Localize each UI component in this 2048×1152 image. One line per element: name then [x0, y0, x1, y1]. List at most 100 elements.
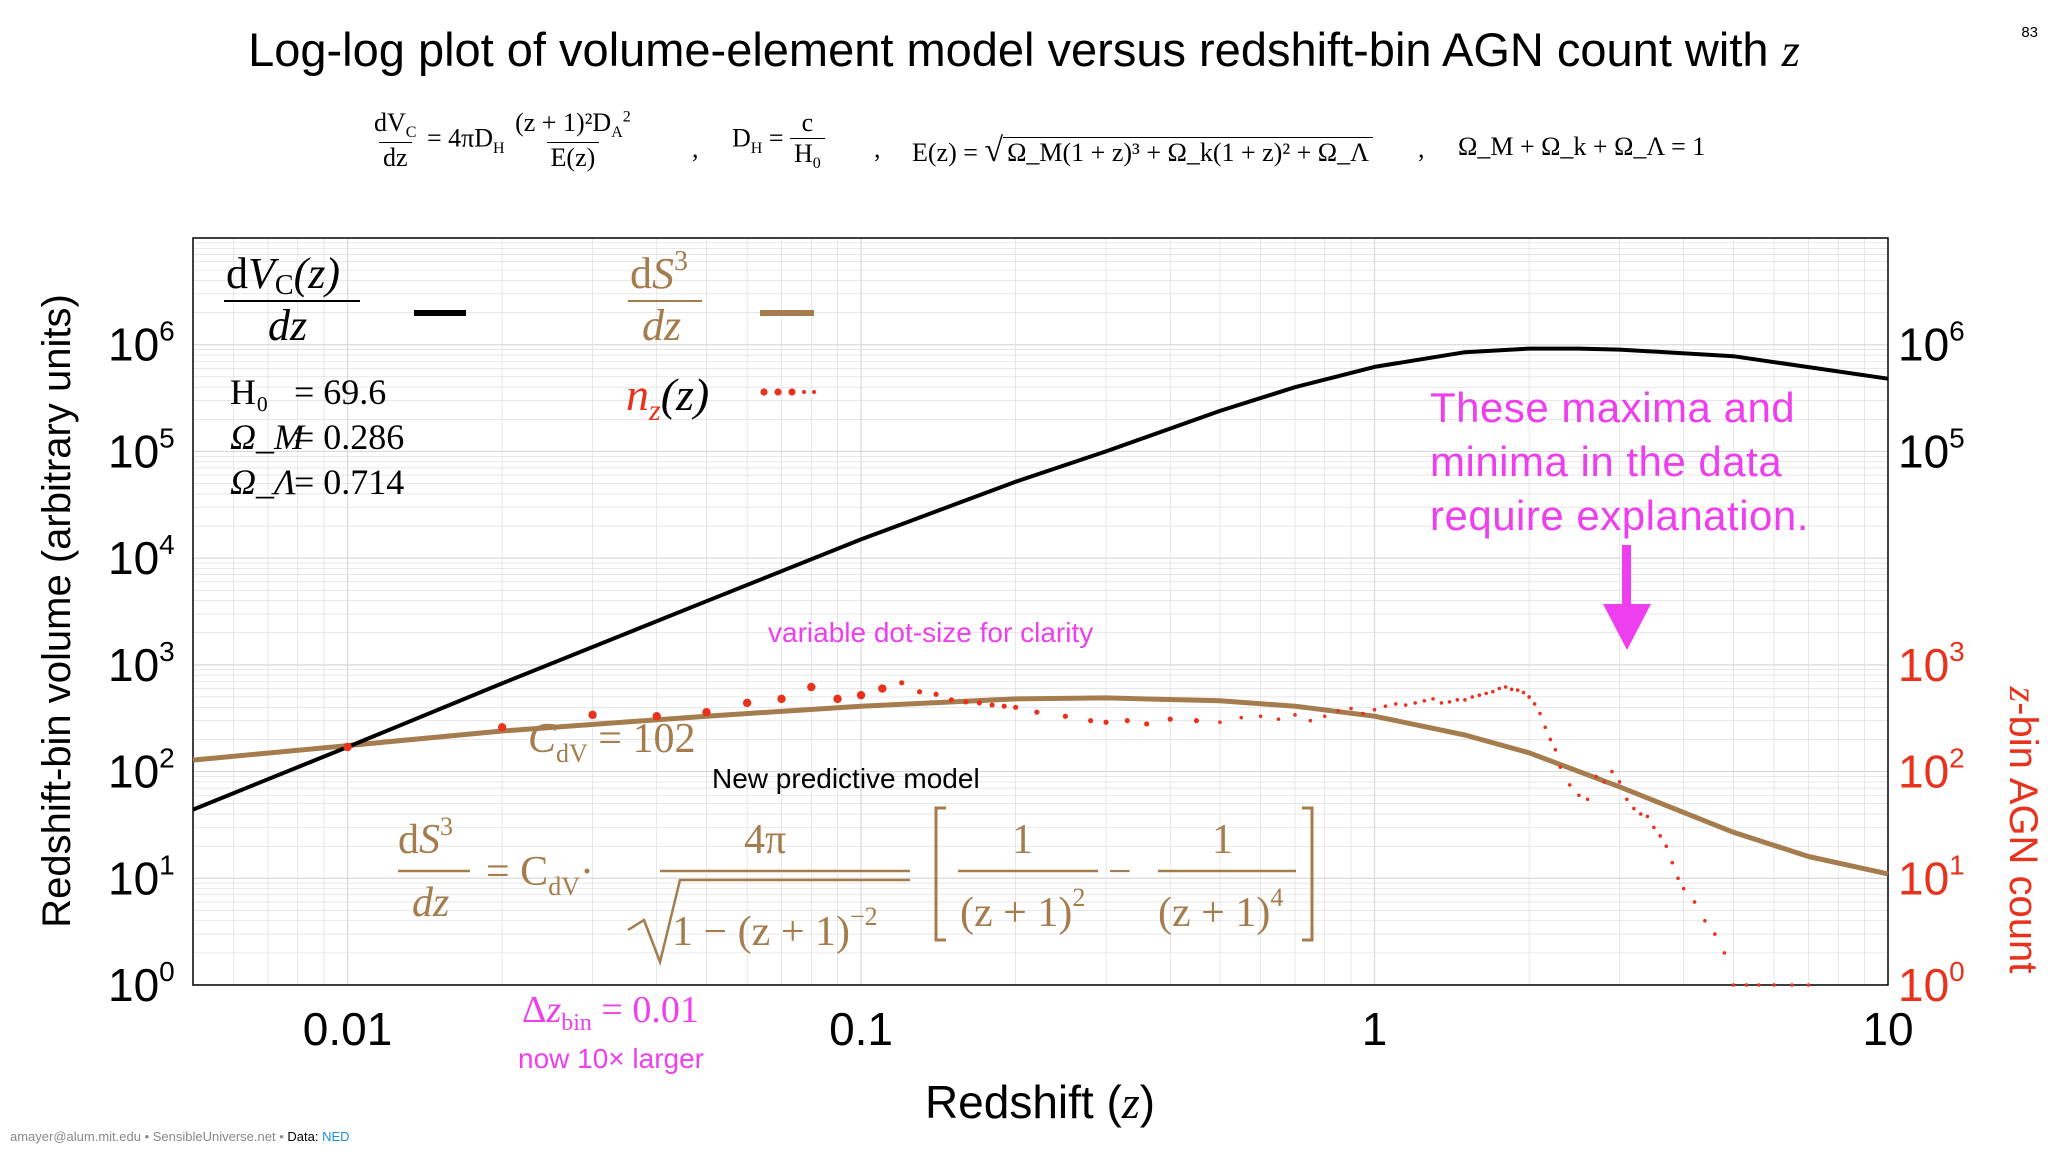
nz-dot — [1548, 737, 1553, 742]
y-right-tick-label: 102 — [1898, 743, 1965, 798]
y-axis-right-label: z-bin AGN count — [2001, 686, 2046, 974]
nz-dot — [1034, 709, 1040, 715]
grid — [192, 238, 1888, 986]
axis-labels: Redshift (z) Redshift-bin volume (arbitra… — [35, 294, 2046, 1128]
nz-dot — [1308, 718, 1313, 723]
dz-bin-z: z — [545, 989, 561, 1031]
footer-data-label: Data: — [287, 1129, 323, 1144]
y-right-tick-label: 105 — [1898, 422, 1965, 477]
nz-dot — [1349, 706, 1353, 711]
footer-contact: amayer@alum.mit.edu • SensibleUniverse.n… — [10, 1129, 288, 1144]
y-left-tick-exp: 6 — [159, 316, 175, 347]
separator-3: , — [1418, 134, 1425, 163]
ez-lhs: E(z) = — [912, 138, 985, 167]
y-right-tick-exp: 1 — [1949, 849, 1965, 880]
nz-dot — [588, 710, 597, 720]
y-left-tick-label: 105 — [108, 422, 175, 477]
sqrt-sign: √ — [984, 132, 1004, 169]
nz-dot — [1491, 689, 1495, 694]
dvc-rhs-num-sub: A — [611, 124, 623, 142]
separator-2: , — [874, 134, 881, 163]
param-name: H₀ — [230, 372, 269, 412]
nz-dot — [1594, 774, 1598, 779]
dh-den-sub: 0 — [812, 155, 821, 173]
nz-dot — [1722, 951, 1727, 955]
nz-dot — [702, 708, 711, 717]
legend-dvc-num: dVC(z) — [226, 249, 340, 301]
page-number: 83 — [2021, 24, 2038, 41]
x-tick-label: 0.1 — [829, 1003, 893, 1055]
dvc-rhs-num-sup: 2 — [622, 108, 631, 126]
model-coef: = CdV· — [486, 849, 594, 901]
nz-dot — [963, 699, 969, 705]
model-b2-num: 1 — [1212, 817, 1233, 863]
nz-dot — [1103, 719, 1109, 725]
nz-dot — [1062, 713, 1068, 719]
dh-den: H — [794, 139, 813, 168]
x-axis-label: Redshift (z) — [925, 1076, 1155, 1128]
ez-equation: E(z) = √ Ω_M(1 + z)³ + Ω_k(1 + z)² + Ω_Λ — [912, 132, 1373, 170]
nz-dot — [1477, 693, 1482, 697]
model-b1-den: (z + 1)2 — [960, 883, 1085, 936]
nz-dot — [1713, 932, 1717, 936]
curves — [192, 346, 1889, 877]
nz-dot — [1124, 718, 1130, 724]
nz-dot — [1403, 703, 1408, 707]
nz-dot — [1617, 780, 1622, 784]
nz-dot — [1088, 718, 1094, 724]
legend-nz-dot — [788, 388, 796, 396]
nz-dot — [1322, 714, 1327, 719]
equation-row: dVC dz = 4πDH (z + 1)²DA2 E(z) , DH = c … — [0, 108, 2048, 188]
dz-bin-note: now 10× larger — [518, 1043, 704, 1074]
nz-dot — [1383, 704, 1388, 708]
bracket-left-icon — [934, 806, 946, 942]
param-name: Ω_M — [230, 417, 306, 457]
y-left-tick-label: 106 — [108, 316, 175, 371]
nz-dot — [976, 700, 982, 706]
arrow-down-icon — [1603, 604, 1651, 650]
model-b1-num: 1 — [1012, 817, 1033, 863]
nz-dot — [1703, 918, 1707, 923]
nz-dot — [1532, 702, 1537, 706]
bracket-right-icon — [1302, 806, 1314, 942]
nz-dot — [1538, 711, 1542, 716]
legend-nz-dot — [812, 390, 816, 394]
nz-dot — [1455, 698, 1460, 702]
nz-dot — [1567, 783, 1572, 787]
nz-dot — [497, 723, 507, 732]
footer-data-source: NED — [322, 1129, 350, 1144]
y-right-tick-exp: 3 — [1949, 636, 1965, 667]
y-left-tick-label: 102 — [108, 743, 175, 798]
nz-dot — [1553, 747, 1558, 752]
legend-ds3-sup: 3 — [674, 246, 688, 277]
dvc-den: dz — [378, 142, 412, 173]
nz-dot — [1413, 701, 1417, 705]
dvc-rhs-num: (z + 1)²D — [515, 108, 612, 137]
nz-dot — [1013, 704, 1019, 710]
nz-dot — [1632, 806, 1636, 811]
legend-dvc-sub: C — [275, 270, 294, 301]
dot-size-note: variable dot-size for clarity — [768, 617, 1093, 648]
cdv-sub: dV — [556, 739, 588, 768]
y-left-tick-label: 103 — [108, 636, 175, 691]
model-lhs-num: dS3 — [398, 812, 453, 863]
model-lhs-den: dz — [412, 880, 449, 926]
y-axis-left-label: Redshift-bin volume (arbitrary units) — [35, 294, 79, 928]
ds3-model-curve — [192, 695, 1889, 877]
nz-dot — [1527, 695, 1531, 699]
model-dot: · — [580, 849, 594, 895]
nz-dot — [1218, 720, 1222, 725]
nz-dot — [1361, 711, 1365, 716]
nz-dot — [1670, 860, 1675, 865]
dh-lhs: D — [732, 123, 751, 153]
nz-dot — [1577, 793, 1581, 798]
cdv-eq: = 102 — [588, 716, 696, 762]
cdv-label: CdV = 102 — [528, 716, 695, 768]
model-frac-den: 1 − (z + 1)−2 — [672, 902, 878, 955]
y-right-tick-exp: 0 — [1949, 956, 1965, 987]
dz-bin-label: Δzbin = 0.01 — [522, 989, 699, 1036]
dh-equation: DH = c H0 — [732, 108, 825, 173]
ez-radicand: Ω_M(1 + z)³ + Ω_k(1 + z)² + Ω_Λ — [1003, 137, 1373, 167]
